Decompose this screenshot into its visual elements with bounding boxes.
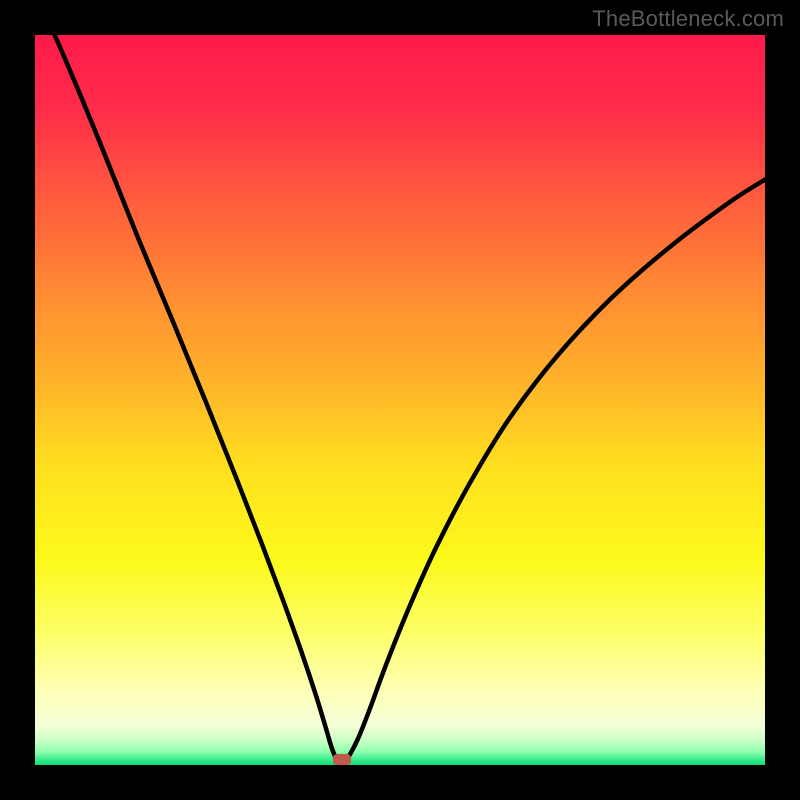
watermark-text: TheBottleneck.com	[592, 6, 784, 32]
bottleneck-curve	[35, 35, 765, 765]
chart-frame: TheBottleneck.com	[0, 0, 800, 800]
optimal-point-marker	[333, 754, 351, 765]
plot-area	[35, 35, 765, 765]
